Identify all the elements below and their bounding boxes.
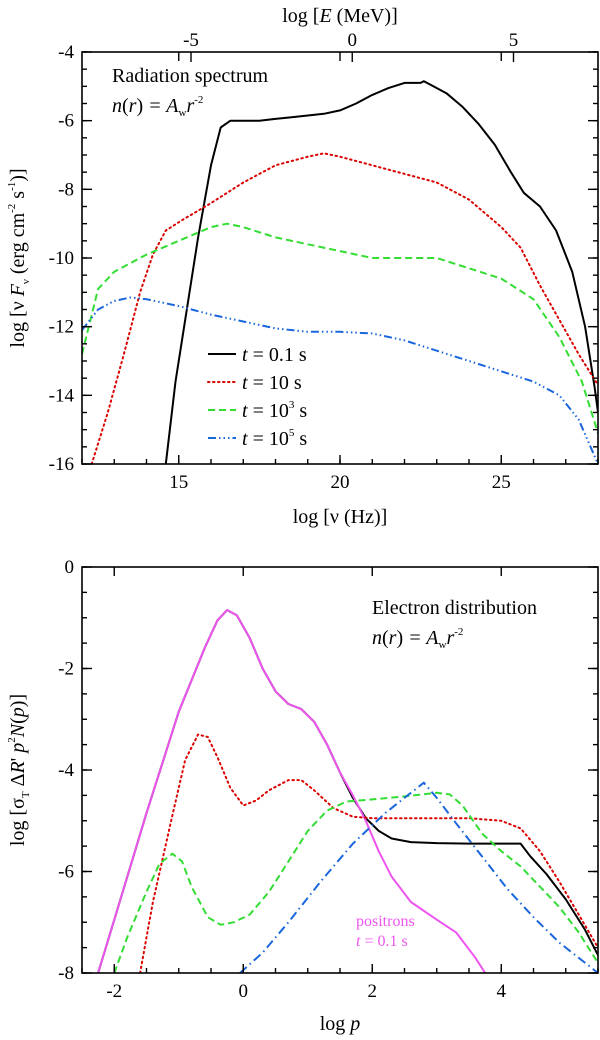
legend-label-2: t = 103 s (242, 399, 307, 422)
top-annotation-title: Radiation spectrum (112, 65, 269, 87)
top-x-axis-label: log [ν (Hz)] (293, 506, 388, 528)
top-x-tick-label-2: 25 (492, 472, 511, 493)
top-series-group (82, 80, 598, 464)
top-series-line-1 (90, 152, 598, 464)
top-y-tick-label-2: -8 (58, 179, 74, 200)
bottom-ticks-group: -2 0 2 4 0 -2 -4 -6 -8 (58, 557, 599, 1002)
radiation-spectrum-panel: 15 20 25 -4 -6 -8 -10 -12 -14 -16 -5 0 5 log [E (MeV… (6, 5, 599, 528)
top-axis-label: log [E (MeV)] (282, 5, 398, 27)
bottom-y-tick-label-2: -4 (58, 760, 74, 781)
legend-label-1: t = 10 s (242, 372, 302, 394)
bottom-x-axis-label: log p (320, 1013, 361, 1035)
top-y-tick-label-3: -10 (49, 248, 74, 269)
top-ticks-group: 15 20 25 -4 -6 -8 -10 -12 -14 -16 -5 0 5 (49, 30, 599, 493)
bottom-y-axis-label: log [σT ΔR' p2N(p)] (6, 694, 32, 846)
bottom-series-line-3 (113, 791, 598, 973)
bottom-y-tick-label-4: -8 (58, 963, 74, 984)
top-series-line-0 (164, 80, 598, 464)
positron-label-line2: t = 0.1 s (356, 933, 408, 950)
legend-label-0: t = 0.1 s (242, 344, 307, 366)
legend: t = 0.1 s t = 10 s t = 103 s t = 105 s (207, 344, 307, 450)
bottom-series-line-1 (97, 609, 486, 973)
bottom-series-line-0 (97, 609, 598, 973)
top-y-tick-label-4: -12 (49, 317, 74, 338)
bottom-series-line-4 (239, 781, 598, 973)
bottom-annotation-title: Electron distribution (372, 597, 537, 619)
bottom-x-tick-label-2: 2 (368, 981, 378, 1002)
top-y-tick-label-6: -16 (49, 454, 74, 475)
bottom-annotation-formula: n(r) = Awr-2 (372, 626, 463, 651)
top-x-tick-label-1: 20 (331, 472, 350, 493)
bottom-y-tick-label-0: 0 (65, 557, 75, 578)
top-annotation-formula: n(r) = Awr-2 (112, 94, 203, 119)
bottom-y-tick-label-1: -2 (58, 659, 74, 680)
positron-label-line1: positrons (356, 913, 415, 930)
electron-distribution-panel: -2 0 2 4 0 -2 -4 -6 -8 log p log [σT ΔR' p2N(p)]… (6, 557, 599, 1035)
top-secondary-tick-label-2: 5 (509, 30, 519, 51)
top-y-tick-label-5: -14 (49, 385, 75, 406)
bottom-y-tick-label-3: -6 (58, 862, 74, 883)
top-y-axis-label: log [ν Fν (erg cm-2 s-1)] (6, 168, 32, 347)
top-secondary-tick-label-0: -5 (183, 30, 199, 51)
top-y-tick-label-0: -4 (58, 42, 74, 63)
top-x-tick-label-0: 15 (169, 472, 188, 493)
bottom-x-tick-label-0: -2 (106, 981, 122, 1002)
top-series-line-2 (82, 222, 598, 434)
bottom-x-tick-label-1: 0 (239, 981, 249, 1002)
bottom-series-group (97, 609, 598, 973)
top-series-line-3 (82, 296, 598, 464)
top-y-tick-label-1: -6 (58, 111, 74, 132)
top-secondary-tick-label-1: 0 (348, 30, 358, 51)
bottom-x-tick-label-3: 4 (497, 981, 507, 1002)
legend-label-3: t = 105 s (242, 427, 307, 450)
bottom-series-line-2 (139, 733, 598, 973)
